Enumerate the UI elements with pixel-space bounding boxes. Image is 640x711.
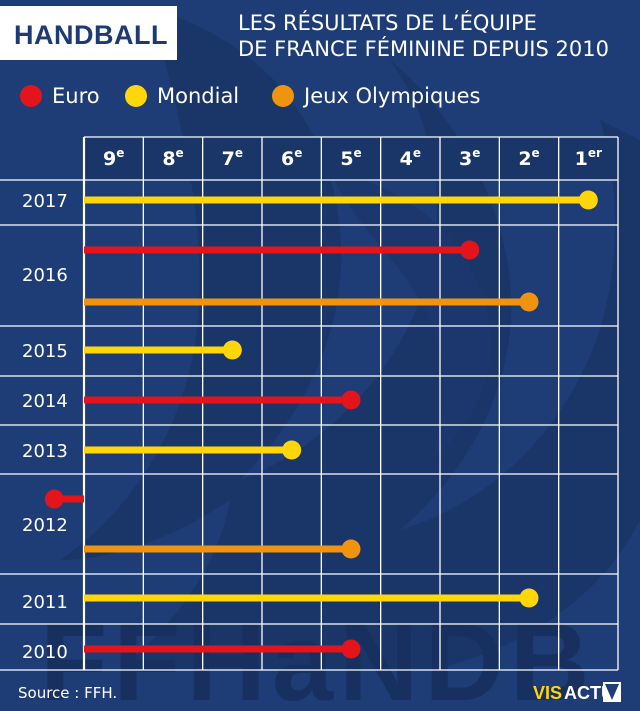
logo-text-left: VIS — [533, 683, 562, 703]
result-dot-2014-euro — [341, 390, 361, 410]
chart-tag: HANDBALL — [14, 20, 168, 50]
year-label-2011: 2011 — [22, 592, 68, 613]
result-dot-2011-mondial — [519, 588, 539, 608]
column-label-1: 1er — [575, 146, 602, 170]
column-label-7: 7e — [222, 146, 243, 170]
legend-item-euro: Euro — [20, 84, 100, 108]
result-dot-2012-jeux-olympiques — [341, 539, 361, 559]
logo-text-right: ACTU — [564, 683, 614, 703]
subtitle-line-2: DE FRANCE FÉMININE DEPUIS 2010 — [238, 37, 609, 61]
chart-title: LES RÉSULTATS DE L’ÉQUIPE DE FRANCE FÉMI… — [238, 10, 609, 62]
legend-dot-mondial-icon — [125, 85, 147, 107]
result-dot-2017-mondial — [578, 190, 598, 210]
legend-dot-jo-icon — [272, 85, 294, 107]
year-label-2012: 2012 — [22, 515, 68, 536]
column-label-2: 2e — [518, 146, 539, 170]
year-label-2013: 2013 — [22, 441, 68, 462]
result-dot-2012-euro — [44, 489, 64, 509]
result-dot-2015-mondial — [222, 340, 242, 360]
column-label-9: 9e — [103, 146, 124, 170]
legend-label-jo: Jeux Olympiques — [304, 84, 481, 108]
year-label-2014: 2014 — [22, 391, 68, 412]
source-note: Source : FFH. — [18, 684, 118, 702]
column-label-8: 8e — [162, 146, 183, 170]
year-label-2010: 2010 — [22, 642, 68, 663]
legend-label-euro: Euro — [52, 84, 100, 108]
year-label-2017: 2017 — [22, 191, 68, 212]
year-label-2015: 2015 — [22, 341, 68, 362]
column-label-4: 4e — [400, 146, 421, 170]
svg-text:FFHaNDB: FFHaNDB — [40, 601, 595, 711]
title-badge: HANDBALL — [0, 6, 177, 60]
result-dot-2010-euro — [341, 639, 361, 659]
year-label-2016: 2016 — [22, 265, 68, 286]
column-label-5: 5e — [340, 146, 361, 170]
legend-item-jo: Jeux Olympiques — [272, 84, 480, 108]
visactu-logo: VIS ACTU — [533, 682, 621, 703]
legend-item-mondial: Mondial — [125, 84, 239, 108]
result-dot-2016-euro — [460, 240, 480, 260]
subtitle-line-1: LES RÉSULTATS DE L’ÉQUIPE — [238, 11, 537, 35]
result-dot-2013-mondial — [282, 440, 302, 460]
result-dot-2016-jeux-olympiques — [519, 292, 539, 312]
legend-dot-euro-icon — [20, 85, 42, 107]
column-label-6: 6e — [281, 146, 302, 170]
column-header-band — [84, 137, 618, 180]
legend-label-mondial: Mondial — [157, 84, 240, 108]
column-label-3: 3e — [459, 146, 480, 170]
